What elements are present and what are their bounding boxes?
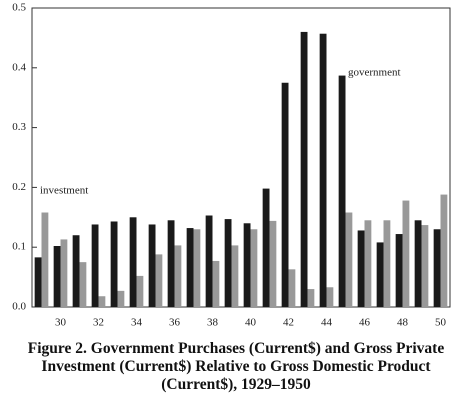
bar bbox=[148, 224, 156, 307]
bar bbox=[300, 31, 308, 307]
bar bbox=[117, 290, 125, 307]
bar bbox=[364, 220, 372, 307]
y-tick-label: 0.3 bbox=[12, 121, 26, 133]
bar bbox=[250, 229, 258, 307]
bar bbox=[357, 230, 365, 307]
x-tick-label: 36 bbox=[169, 317, 181, 329]
bar bbox=[319, 33, 327, 308]
bar bbox=[231, 245, 239, 307]
bar bbox=[41, 212, 49, 307]
series-label: government bbox=[348, 67, 401, 79]
bar bbox=[376, 242, 384, 307]
bar bbox=[129, 217, 137, 307]
chart: government investment 0.0 0.1 0.2 0.3 0.4 0.5… bbox=[12, 2, 451, 329]
bar bbox=[212, 260, 220, 307]
y-tick-label: 0.2 bbox=[12, 181, 26, 193]
y-tick-label: 0.0 bbox=[12, 301, 26, 313]
x-tick-label: 50 bbox=[435, 317, 447, 329]
bar bbox=[288, 269, 296, 307]
bar bbox=[440, 194, 448, 307]
y-tick-label: 0.5 bbox=[12, 2, 26, 14]
bar bbox=[53, 246, 61, 307]
y-tick-label: 0.1 bbox=[12, 241, 26, 253]
y-tick-label: 0.4 bbox=[12, 61, 26, 73]
bar bbox=[167, 220, 175, 307]
bar bbox=[224, 219, 232, 307]
bar bbox=[174, 245, 182, 307]
bar bbox=[281, 82, 289, 307]
bar bbox=[414, 220, 422, 307]
bar bbox=[326, 287, 334, 307]
bar bbox=[136, 275, 144, 307]
x-tick-label: 40 bbox=[245, 317, 257, 329]
bar bbox=[383, 220, 391, 307]
bar bbox=[186, 228, 194, 307]
x-tick-label: 34 bbox=[131, 317, 143, 329]
bar bbox=[91, 224, 99, 307]
bar bbox=[402, 200, 410, 307]
bar bbox=[345, 212, 353, 307]
x-tick-label: 32 bbox=[93, 317, 104, 329]
bar bbox=[395, 234, 403, 307]
bar bbox=[421, 225, 429, 307]
bar bbox=[307, 289, 315, 307]
series-label: investment bbox=[40, 185, 88, 197]
bar bbox=[243, 223, 251, 307]
bar bbox=[98, 296, 106, 307]
caption-text: Figure 2. Government Purchases (Current$… bbox=[27, 340, 445, 393]
x-tick-label: 44 bbox=[321, 317, 333, 329]
bar bbox=[72, 235, 80, 307]
bar bbox=[205, 215, 213, 307]
x-tick-label: 38 bbox=[207, 317, 219, 329]
x-tick-label: 48 bbox=[397, 317, 409, 329]
bar bbox=[110, 221, 118, 307]
bar bbox=[193, 229, 201, 307]
bar bbox=[338, 75, 346, 307]
bar bbox=[269, 220, 277, 307]
bar bbox=[60, 239, 68, 307]
x-tick-label: 30 bbox=[55, 317, 67, 329]
bar bbox=[433, 229, 441, 307]
bar bbox=[79, 262, 87, 307]
x-tick-label: 42 bbox=[283, 317, 294, 329]
x-tick-label: 46 bbox=[359, 317, 371, 329]
plot-frame bbox=[31, 7, 451, 308]
bar bbox=[34, 257, 42, 307]
bar bbox=[262, 188, 270, 307]
caption: Figure 2. Government Purchases (Current$… bbox=[0, 340, 472, 394]
bar bbox=[155, 254, 163, 307]
